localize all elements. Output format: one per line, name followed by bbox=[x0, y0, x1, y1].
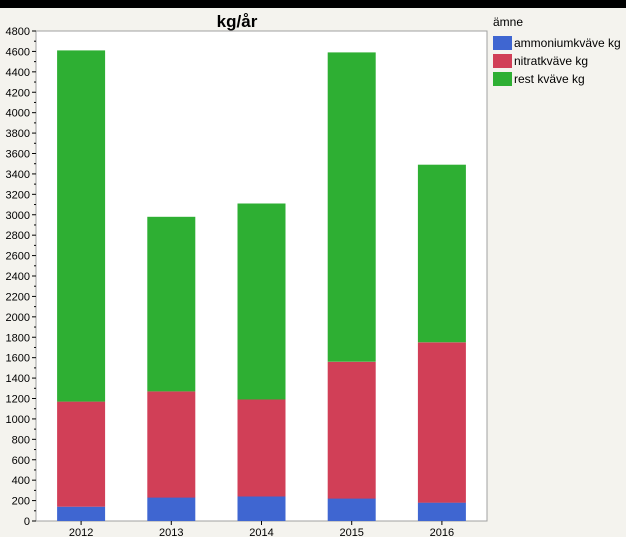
y-tick-label: 200 bbox=[12, 496, 30, 508]
bar-rest-2015 bbox=[327, 52, 376, 362]
y-tick-label: 4800 bbox=[6, 26, 30, 38]
y-tick-label: 1200 bbox=[6, 394, 30, 406]
bar-ammonium-2012 bbox=[57, 506, 106, 521]
y-tick-label: 400 bbox=[12, 475, 30, 487]
x-axis: 2012 2013 2014 2015 2016 bbox=[69, 521, 454, 537]
legend-swatch-ammonium bbox=[493, 36, 512, 50]
x-tick-label-2015: 2015 bbox=[339, 527, 363, 537]
bar-ammonium-2013 bbox=[147, 497, 196, 521]
bars-group bbox=[57, 50, 466, 521]
y-tick-label: 4200 bbox=[6, 87, 30, 99]
y-tick-label: 1800 bbox=[6, 332, 30, 344]
y-tick-label: 0 bbox=[24, 516, 30, 528]
bar-rest-2014 bbox=[237, 203, 286, 400]
x-tick-label-2016: 2016 bbox=[430, 527, 454, 537]
x-tick-label-2014: 2014 bbox=[249, 527, 273, 537]
bar-ammonium-2015 bbox=[327, 498, 376, 521]
legend-label-ammonium: ammoniumkväve kg bbox=[514, 36, 621, 50]
bar-rest-2012 bbox=[57, 50, 106, 402]
legend-item-rest[interactable]: rest kväve kg bbox=[493, 70, 623, 88]
bar-ammonium-2014 bbox=[237, 496, 286, 521]
bar-rest-2016 bbox=[417, 164, 466, 343]
x-tick-label-2012: 2012 bbox=[69, 527, 93, 537]
y-axis: 0 200 400 600 800 1000 1200 1400 1600 1800 2000 220… bbox=[6, 26, 36, 528]
bar-nitrat-2013 bbox=[147, 391, 196, 498]
legend-label-rest: rest kväve kg bbox=[514, 72, 585, 86]
y-tick-label: 2800 bbox=[6, 230, 30, 242]
y-tick-label: 1000 bbox=[6, 414, 30, 426]
bar-nitrat-2016 bbox=[417, 342, 466, 503]
x-tick-label-2013: 2013 bbox=[159, 527, 183, 537]
bar-nitrat-2015 bbox=[327, 361, 376, 499]
y-tick-label: 1600 bbox=[6, 353, 30, 365]
legend: ämne ammoniumkväve kg nitratkväve kg res… bbox=[493, 15, 623, 88]
y-tick-label: 3200 bbox=[6, 189, 30, 201]
y-tick-label: 4000 bbox=[6, 108, 30, 120]
bar-nitrat-2014 bbox=[237, 399, 286, 497]
y-tick-label: 800 bbox=[12, 434, 30, 446]
legend-title: ämne bbox=[493, 15, 524, 29]
y-tick-label: 4600 bbox=[6, 46, 30, 58]
legend-item-nitrat[interactable]: nitratkväve kg bbox=[493, 52, 623, 70]
y-tick-label: 3000 bbox=[6, 210, 30, 222]
y-tick-label: 1400 bbox=[6, 373, 30, 385]
y-tick-label: 2000 bbox=[6, 312, 30, 324]
y-tick-label: 2600 bbox=[6, 251, 30, 263]
y-tick-label: 4400 bbox=[6, 67, 30, 79]
y-tick-label: 600 bbox=[12, 455, 30, 467]
legend-swatch-nitrat bbox=[493, 54, 512, 68]
y-tick-label: 3800 bbox=[6, 128, 30, 140]
bar-ammonium-2016 bbox=[417, 502, 466, 521]
bar-nitrat-2012 bbox=[57, 401, 106, 507]
y-tick-label: 3400 bbox=[6, 169, 30, 181]
legend-label-nitrat: nitratkväve kg bbox=[514, 54, 589, 68]
y-tick-label: 2200 bbox=[6, 291, 30, 303]
top-border bbox=[0, 0, 626, 8]
y-tick-label: 2400 bbox=[6, 271, 30, 283]
chart-title: kg/år bbox=[217, 12, 258, 31]
legend-swatch-rest bbox=[493, 72, 512, 86]
y-tick-label: 3600 bbox=[6, 149, 30, 161]
legend-item-ammonium[interactable]: ammoniumkväve kg bbox=[493, 34, 623, 52]
bar-rest-2013 bbox=[147, 216, 196, 392]
